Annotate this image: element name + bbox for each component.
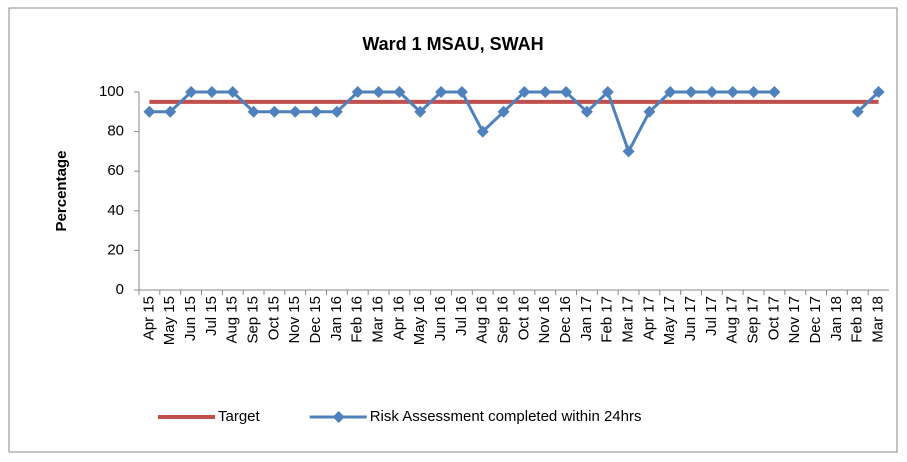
x-tick-label: Dec 17 xyxy=(807,296,824,344)
marker xyxy=(476,125,489,138)
x-tick-label: Jun 17 xyxy=(682,296,699,341)
marker xyxy=(518,86,531,98)
legend-label: Target xyxy=(218,408,261,425)
marker xyxy=(768,86,781,98)
x-tick-label: Dec 15 xyxy=(307,296,324,344)
x-tick-label: May 16 xyxy=(411,296,428,345)
marker xyxy=(580,105,593,118)
marker xyxy=(455,86,468,98)
marker xyxy=(643,105,656,118)
marker xyxy=(143,105,156,118)
x-tick-label: Mar 16 xyxy=(370,296,387,343)
marker xyxy=(747,86,760,98)
marker xyxy=(435,86,448,98)
marker xyxy=(226,86,239,98)
x-tick-label: Mar 17 xyxy=(620,296,637,343)
marker xyxy=(601,86,614,98)
y-axis-label: Percentage xyxy=(53,151,70,232)
x-tick-label: Nov 16 xyxy=(536,296,553,344)
marker xyxy=(497,105,510,118)
x-tick-label: Jun 16 xyxy=(432,296,449,341)
x-tick-label: Oct 17 xyxy=(765,296,782,340)
x-tick-label: Dec 16 xyxy=(557,296,574,344)
x-tick-label: Sep 15 xyxy=(245,296,262,344)
marker xyxy=(664,86,677,98)
x-tick-label: Aug 16 xyxy=(474,296,491,344)
x-tick-label: Oct 16 xyxy=(515,296,532,340)
x-tick-label: Jan 18 xyxy=(828,296,845,341)
x-tick-label: Feb 16 xyxy=(349,296,366,343)
x-tick-label: Jul 15 xyxy=(203,296,220,336)
x-tick-label: Nov 17 xyxy=(786,296,803,344)
marker xyxy=(330,105,343,118)
chart-border xyxy=(8,7,898,453)
y-tick-label: 40 xyxy=(107,202,124,219)
x-tick-label: Apr 15 xyxy=(140,296,157,340)
x-tick-label: Mar 18 xyxy=(870,296,887,343)
marker xyxy=(289,105,302,118)
x-tick-label: Sep 17 xyxy=(745,296,762,344)
y-tick-label: 100 xyxy=(99,83,124,100)
x-tick-label: Jul 16 xyxy=(453,296,470,336)
marker xyxy=(685,86,698,98)
marker xyxy=(726,86,739,98)
x-tick-label: Jan 17 xyxy=(578,296,595,341)
x-tick-label: Feb 18 xyxy=(849,296,866,343)
marker xyxy=(310,105,323,118)
x-tick-label: May 17 xyxy=(661,296,678,345)
marker xyxy=(185,86,198,98)
marker xyxy=(622,145,635,158)
marker xyxy=(372,86,385,98)
y-tick-label: 0 xyxy=(116,281,124,298)
marker xyxy=(393,86,406,98)
marker xyxy=(539,86,552,98)
marker xyxy=(705,86,718,98)
x-tick-label: Jun 15 xyxy=(182,296,199,341)
marker xyxy=(851,105,864,118)
x-tick-label: May 15 xyxy=(161,296,178,345)
x-tick-label: Jul 17 xyxy=(703,296,720,336)
y-tick-label: 60 xyxy=(107,162,124,179)
x-tick-label: Aug 17 xyxy=(724,296,741,344)
x-tick-label: Apr 16 xyxy=(390,296,407,340)
x-tick-label: Apr 17 xyxy=(640,296,657,340)
x-tick-label: Sep 16 xyxy=(495,296,512,344)
x-tick-label: Jan 16 xyxy=(328,296,345,341)
x-tick-label: Nov 15 xyxy=(286,296,303,344)
marker xyxy=(351,86,364,98)
chart-title: Ward 1 MSAU, SWAH xyxy=(362,34,543,54)
x-tick-label: Aug 15 xyxy=(224,296,241,344)
marker xyxy=(205,86,218,98)
marker xyxy=(560,86,573,98)
x-tick-label: Oct 15 xyxy=(265,296,282,340)
x-tick-label: Feb 17 xyxy=(599,296,616,343)
legend-marker xyxy=(332,411,345,423)
marker xyxy=(414,105,427,118)
marker xyxy=(268,105,281,118)
marker xyxy=(247,105,260,118)
marker xyxy=(872,86,885,98)
y-tick-label: 80 xyxy=(107,123,124,140)
marker xyxy=(164,105,177,118)
y-tick-label: 20 xyxy=(107,241,124,258)
legend-label: Risk Assessment completed within 24hrs xyxy=(370,408,642,425)
